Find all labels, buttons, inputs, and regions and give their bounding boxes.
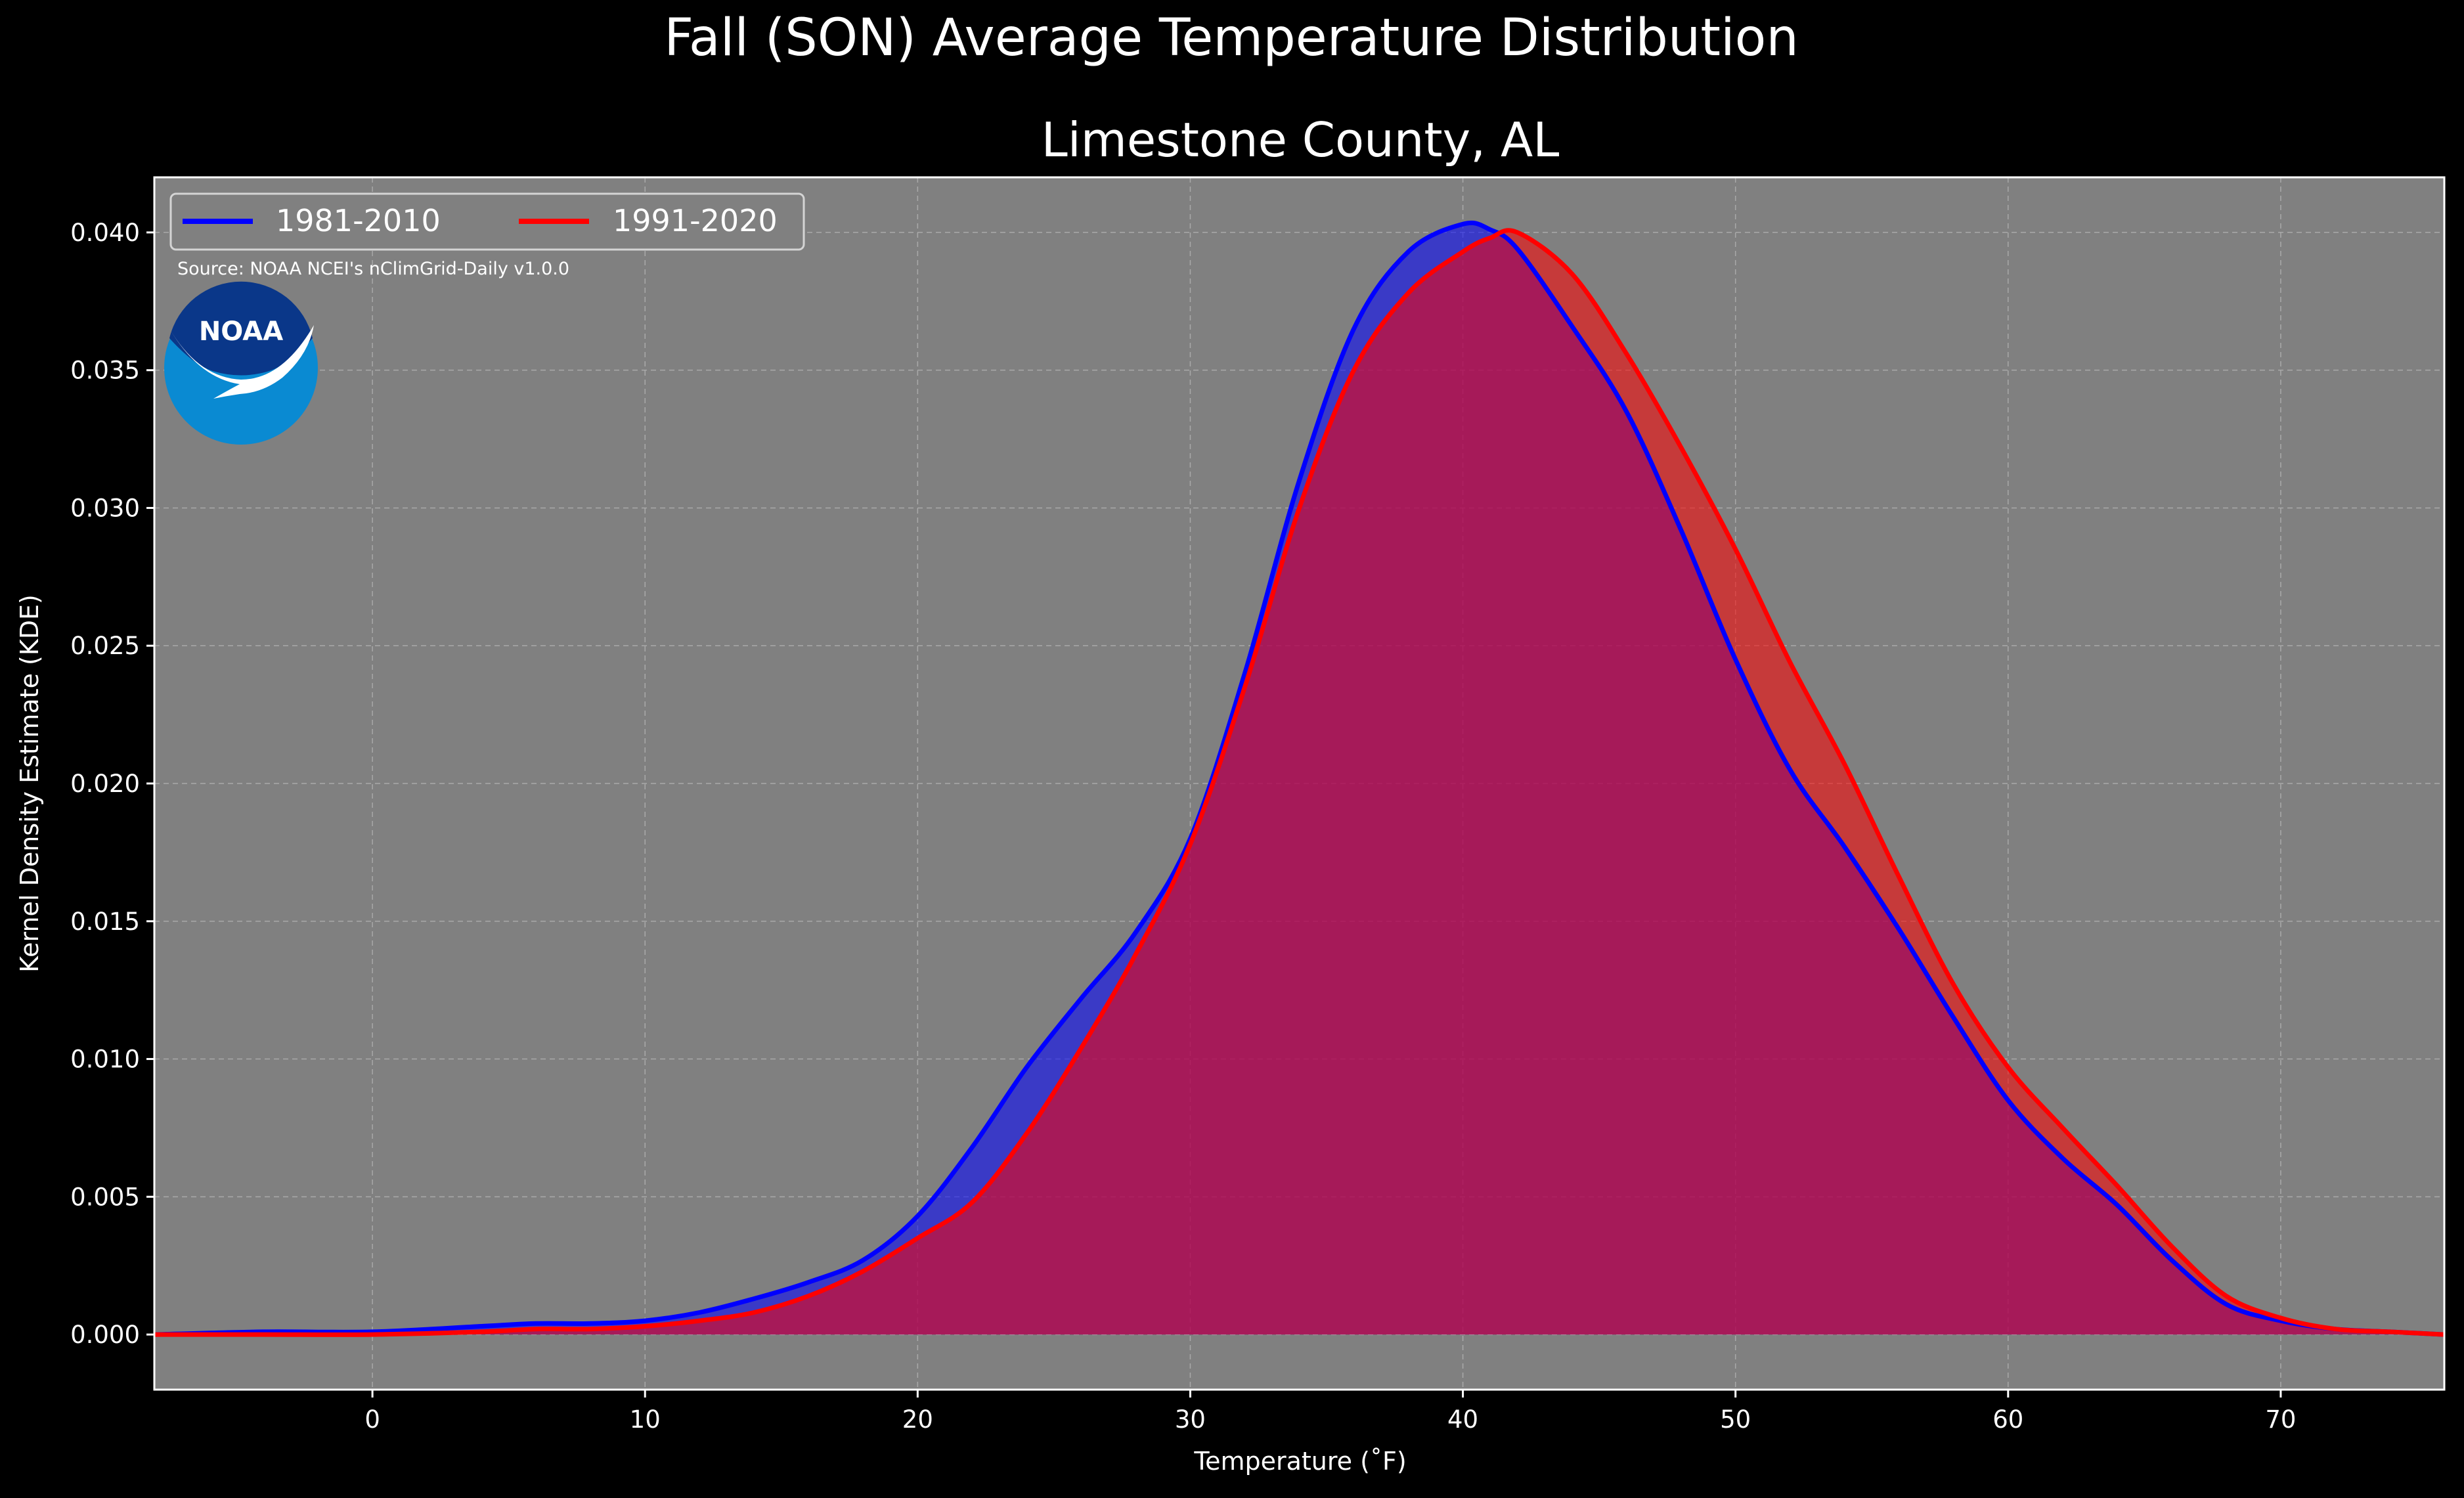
legend-label-1991-2020: 1991-2020 xyxy=(613,203,778,238)
y-tick-label: 0.015 xyxy=(70,908,140,936)
chart-subtitle: Limestone County, AL xyxy=(1042,112,1560,167)
y-tick-label: 0.040 xyxy=(70,219,140,247)
x-tick-label: 10 xyxy=(630,1405,661,1434)
legend-box xyxy=(169,192,805,251)
series-line-1991-2020 xyxy=(154,228,2445,1337)
y-tick-label: 0.030 xyxy=(70,494,140,522)
y-tick-label: 0.010 xyxy=(70,1046,140,1074)
x-tick-label: 60 xyxy=(1992,1405,2023,1434)
noaa-logo-dome xyxy=(169,281,313,376)
y-tick-label: 0.000 xyxy=(70,1321,140,1349)
x-tick-label: 50 xyxy=(1720,1405,1751,1434)
series-fill-1991-2020 xyxy=(154,230,2444,1335)
x-tick-label: 70 xyxy=(2265,1405,2296,1434)
y-axis: 0.000 0.005 0.010 0.015 0.020 0.025 0.030 0.035… xyxy=(70,219,154,1349)
x-tick-label: 30 xyxy=(1175,1405,1206,1434)
x-axis: 0 10 20 30 40 50 60 70 xyxy=(364,1390,2296,1434)
noaa-logo-bird xyxy=(167,325,314,399)
noaa-logo-text: NOAA xyxy=(199,317,283,347)
noaa-logo: NOAA xyxy=(164,281,318,445)
y-axis-label: Kernel Density Estimate (KDE) xyxy=(15,594,44,973)
legend: 1981-2010 1991-2020 xyxy=(169,192,805,251)
legend-label-1981-2010: 1981-2010 xyxy=(276,203,441,238)
chart-title: Fall (SON) Average Temperature Distribut… xyxy=(664,9,1799,68)
series-line-1981-2010 xyxy=(154,220,2445,1337)
x-tick-label: 40 xyxy=(1447,1405,1478,1434)
y-tick-label: 0.020 xyxy=(70,770,140,798)
x-axis-label: Temperature (˚F) xyxy=(1193,1447,1406,1476)
y-tick-label: 0.005 xyxy=(70,1183,140,1211)
y-tick-label: 0.035 xyxy=(70,357,140,385)
y-tick-label: 0.025 xyxy=(70,632,140,660)
x-tick-label: 0 xyxy=(364,1405,380,1434)
series-layer xyxy=(154,220,2445,1337)
x-tick-label: 20 xyxy=(902,1405,933,1434)
source-note: Source: NOAA NCEI's nClimGrid-Daily v1.0… xyxy=(177,259,569,279)
